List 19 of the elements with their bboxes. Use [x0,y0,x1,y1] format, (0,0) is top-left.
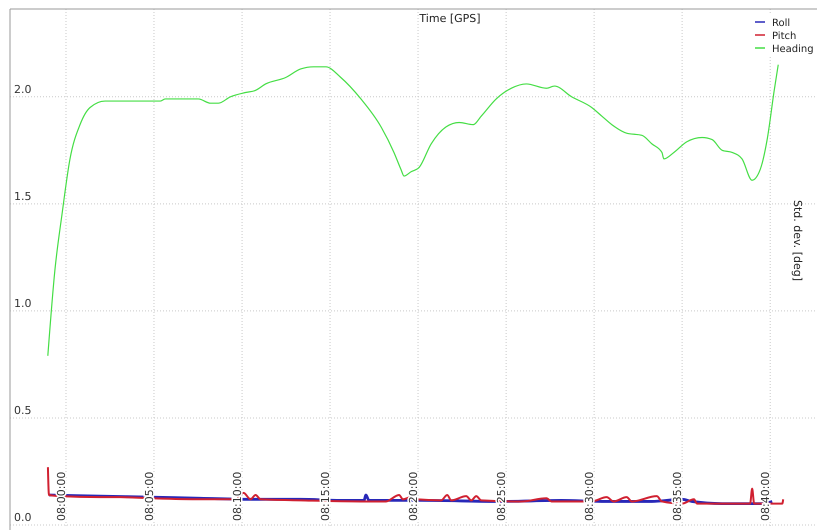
x-tick-label: 08:00:00 [54,472,68,521]
y-tick-label: 2.0 [14,82,32,96]
y-tick-label: 1.5 [14,190,32,203]
x-tick-label: 08:20:00 [407,472,420,521]
legend-label: Heading [772,44,814,55]
x-tick-label: 08:15:00 [319,472,332,521]
x-axis-title: Time [GPS] [418,12,481,25]
y-tick-label: 0.5 [14,404,32,417]
legend-label: Roll [772,18,790,29]
x-tick-label: 08:40:00 [759,472,772,521]
y-tick-label: 0.0 [14,511,32,524]
legend-label: Pitch [772,31,796,42]
y-axis-title: Std. dev. [deg] [791,200,804,281]
x-tick-label: 08:25:00 [495,472,508,521]
x-tick-label: 08:30:00 [583,472,596,521]
x-tick-label: 08:35:00 [671,472,684,521]
x-tick-label: 08:10:00 [231,472,244,521]
x-tick-label: 08:05:00 [142,472,156,521]
y-tick-label: 1.0 [14,296,32,310]
